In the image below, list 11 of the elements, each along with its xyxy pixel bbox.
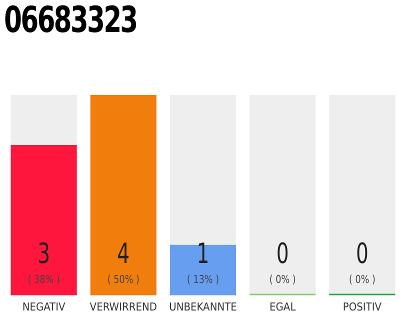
x-tick-label: UNBEKANNTE — [169, 300, 237, 314]
x-tick-label: EGAL — [270, 300, 296, 314]
data-label: 4 ( 50% ) — [107, 237, 140, 286]
data-label: 1 ( 13% ) — [187, 237, 220, 286]
x-tick-label: VERWIRREND — [90, 300, 158, 314]
x-tick-label: POSITIV — [342, 300, 382, 314]
data-label: 0 ( 0% ) — [269, 237, 296, 286]
chart-title: 06683323 — [4, 0, 137, 41]
data-label: 3 ( 38% ) — [28, 237, 60, 286]
x-tick-label: NEGATIV — [22, 300, 66, 314]
data-label: 0 ( 0% ) — [348, 237, 376, 286]
